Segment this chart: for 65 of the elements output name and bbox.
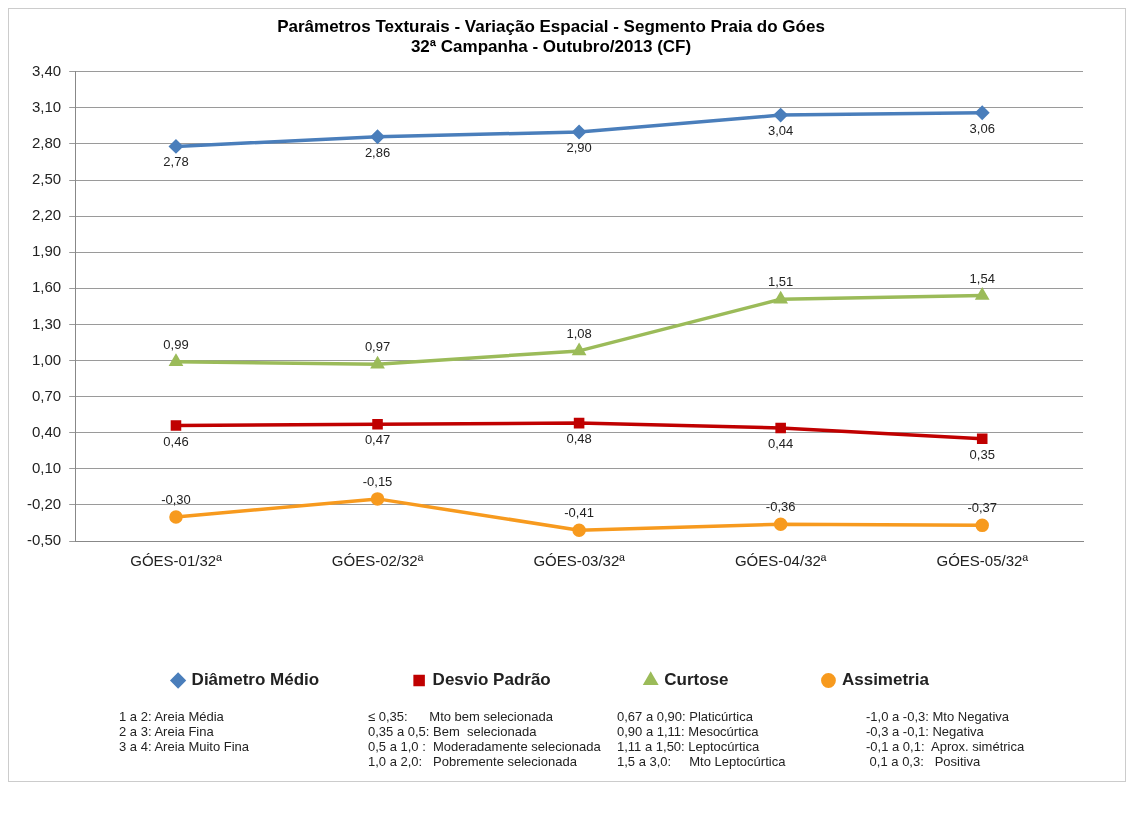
legend-label: Desvio Padrão <box>432 670 551 690</box>
data-label: -0,37 <box>967 500 998 516</box>
data-label: 0,99 <box>163 336 189 352</box>
data-label: 0,44 <box>768 435 794 451</box>
data-label: 2,86 <box>364 144 391 160</box>
text: -1,0 a -0,3: Mto Negativa -0,3 a -0,1: Negativa -0,1 a 0,1: Aprox. simétrica 0,1 a 0,3: Positiva <box>866 709 1026 769</box>
data-label: -0,41 <box>564 505 594 521</box>
y-tick-label: 0,70 <box>31 386 62 404</box>
data-label: 0,35 <box>969 446 995 462</box>
data-label: -0,15 <box>362 473 393 489</box>
y-tick-label: 1,30 <box>31 314 62 332</box>
point <box>775 422 786 434</box>
y-tick-label: 3,40 <box>31 61 62 79</box>
y-tick-label: 0,10 <box>31 458 62 476</box>
point <box>169 510 183 524</box>
x-tick-label: GÓES-04/32ª <box>734 552 827 570</box>
data-label: 2,78 <box>163 154 189 170</box>
point <box>773 108 788 122</box>
legend-label: Curtose <box>664 670 729 690</box>
data-label: 0,46 <box>163 433 189 449</box>
y-tick-label: 3,10 <box>31 98 62 116</box>
text: 0,67 a 0,90: Platicúrtica 0,90 a 1,11: Mesocúrtica 1,11 a 1,50: Leptocúrtica 1,5 a 3,0: Mto Leptocúrtica <box>617 709 787 769</box>
point <box>573 417 585 429</box>
chart-title: Parâmetros Texturais - Variação Espacial - Segmento Praia do Góes 32ª Campanha - Outubro/2013 (CF) <box>277 16 825 57</box>
y-tick-label: 2,20 <box>31 206 62 224</box>
data-label: 1,54 <box>969 270 995 286</box>
data-label: 3,06 <box>969 120 995 136</box>
y-tick-label: 1,90 <box>31 242 62 260</box>
point <box>169 354 183 366</box>
data-label: -0,36 <box>765 499 796 515</box>
data-label: 0,47 <box>364 432 391 448</box>
data-label: 0,48 <box>566 431 592 447</box>
y-tick-label: 2,80 <box>31 134 62 152</box>
legend-label: Assimetria <box>841 670 930 690</box>
y-tick-label: 0,40 <box>31 422 62 440</box>
point <box>976 433 988 445</box>
y-tick-label: -0,20 <box>26 495 62 513</box>
y-tick-label: 2,50 <box>31 170 62 188</box>
x-tick-label: GÓES-03/32ª <box>533 552 626 570</box>
point <box>370 130 385 144</box>
y-tick-label: 1,60 <box>31 278 62 296</box>
x-tick-label: GÓES-01/32ª <box>130 552 223 570</box>
point <box>169 139 183 154</box>
text: 1 a 2: Areia Média 2 a 3: Areia Fina 3 a 4: Areia Muito Fina <box>119 709 251 756</box>
x-tick-label: GÓES-02/32ª <box>331 552 424 570</box>
text: ≤ 0,35: Mto bem selecionada 0,35 a 0,5: Bem selecionada 0,5 a 1,0 : Moderadamente selecionada 1,0 a 2,0: Pobremente selecionada <box>368 709 602 769</box>
data-label: -0,30 <box>161 492 191 508</box>
point <box>773 517 788 531</box>
data-label: 3,04 <box>768 123 794 139</box>
data-label: 0,97 <box>364 339 391 355</box>
point <box>370 492 385 506</box>
legend-label: Diâmetro Médio <box>191 670 320 690</box>
x-tick-label: GÓES-05/32ª <box>936 552 1029 570</box>
point <box>372 419 383 430</box>
point <box>572 523 586 537</box>
point <box>170 420 182 431</box>
y-tick-label: 1,00 <box>31 350 62 368</box>
data-label: 1,51 <box>768 274 794 290</box>
y-tick-label: -0,50 <box>26 531 62 549</box>
data-label: 1,08 <box>566 325 592 341</box>
point <box>976 288 989 300</box>
data-label: 2,90 <box>566 140 592 156</box>
point <box>975 518 989 533</box>
point <box>572 125 586 139</box>
point <box>975 105 989 120</box>
